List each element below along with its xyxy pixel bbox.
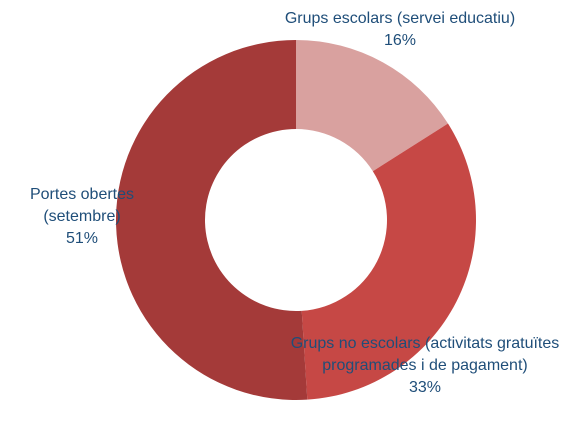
slice-label: Grups no escolars (activitats gratuïtes … — [275, 333, 563, 399]
donut-slice — [301, 123, 477, 400]
category-label: Grups no escolars (activitats gratuïtes … — [290, 335, 560, 374]
donut-slice — [296, 40, 448, 172]
value-label: 16% — [383, 32, 417, 49]
donut-slice — [115, 40, 308, 400]
category-label: Grups escolars (servei educatiu) — [284, 10, 516, 27]
slice-label: Portes obertes (setembre) 51% — [2, 184, 162, 250]
category-label: Portes obertes (setembre) — [29, 186, 135, 225]
slice-label: Grups escolars (servei educatiu) 16% — [280, 8, 520, 52]
value-label: 51% — [65, 230, 99, 247]
value-label: 33% — [408, 379, 442, 396]
